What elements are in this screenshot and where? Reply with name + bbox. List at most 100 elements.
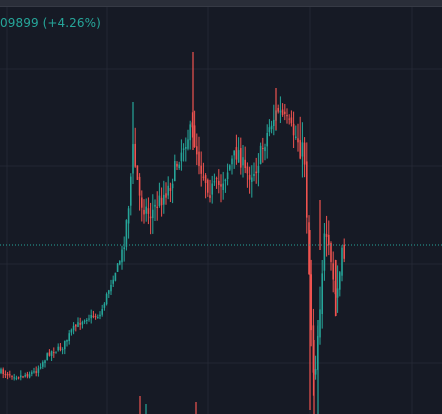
candle-body [259,145,262,165]
candle-body [185,147,187,149]
candle [270,120,273,134]
candle [314,355,317,380]
candle-body [24,375,26,377]
candle [174,154,176,182]
candle-body [46,353,48,361]
candle-body [26,373,29,377]
candle [279,96,282,123]
candle-body [176,163,178,167]
candle-body [42,362,44,367]
candle [160,187,163,217]
candle-body [264,147,266,152]
candle-body [53,352,55,354]
candle-body [160,197,163,206]
candle [220,174,222,203]
candle [310,259,312,347]
candle [246,162,249,188]
candle-body [233,150,235,156]
candle [35,366,37,377]
candle-body [99,314,101,317]
candle [110,279,112,295]
candle-body [28,374,31,378]
candle [213,173,216,186]
candle-body [332,263,334,280]
candle-body [33,371,35,373]
candle-body [262,148,264,149]
candle [226,163,229,186]
candle-body [323,233,326,271]
candle [266,124,268,159]
candle-body [6,374,9,376]
candle [39,363,42,370]
candle [193,110,196,148]
candle-body [136,165,139,180]
candle [57,343,59,352]
candle-body [237,150,240,163]
candle [154,199,156,221]
candle [207,178,209,197]
candle [211,175,213,204]
candle [224,178,227,193]
candle-body [297,138,299,143]
candle-body [343,244,345,259]
candle [2,367,4,379]
candle-body [134,143,136,167]
candle [108,289,110,298]
candle [99,311,101,320]
candle-body [37,368,40,373]
candle [237,137,240,163]
candle-body [116,263,119,272]
candle-body [270,125,273,130]
candle [187,129,189,151]
candle-body [165,193,167,198]
candle [182,143,185,162]
candle-body [193,125,196,147]
candle [306,142,308,234]
candle [105,292,108,306]
candle-body [328,234,330,246]
candle [248,166,251,194]
candle [31,370,33,377]
candle-body [286,115,288,117]
candle-body [81,322,84,325]
candle [185,137,187,162]
candle [101,304,103,317]
candle-body [50,351,53,356]
candle [196,133,198,166]
candle [222,171,224,200]
candle-body [90,315,92,319]
chart-grid [0,7,442,414]
candle-body [125,220,128,247]
candle-body [224,179,227,182]
candle [299,116,301,160]
candle [123,236,125,262]
candle [15,375,18,381]
candle-body [83,320,86,322]
candle [92,310,95,319]
candle [158,182,161,208]
candle-body [268,127,271,133]
candle [152,194,154,234]
candle-body [79,323,81,325]
candle-body [213,181,216,183]
candle [284,104,286,121]
candle-body [0,369,2,373]
candle-body [20,375,22,378]
candle-body [110,284,112,292]
top-toolbar-border [0,0,442,7]
candle [4,370,7,378]
candle-body [59,346,62,350]
candle-body [119,261,121,265]
candle-body [70,329,73,333]
candle [198,136,200,175]
candle [235,134,238,165]
candle [297,123,299,152]
candle [88,314,90,322]
candle [53,347,55,358]
candle [332,251,334,293]
candle [343,238,345,263]
candle [202,162,205,181]
candle [33,367,35,374]
